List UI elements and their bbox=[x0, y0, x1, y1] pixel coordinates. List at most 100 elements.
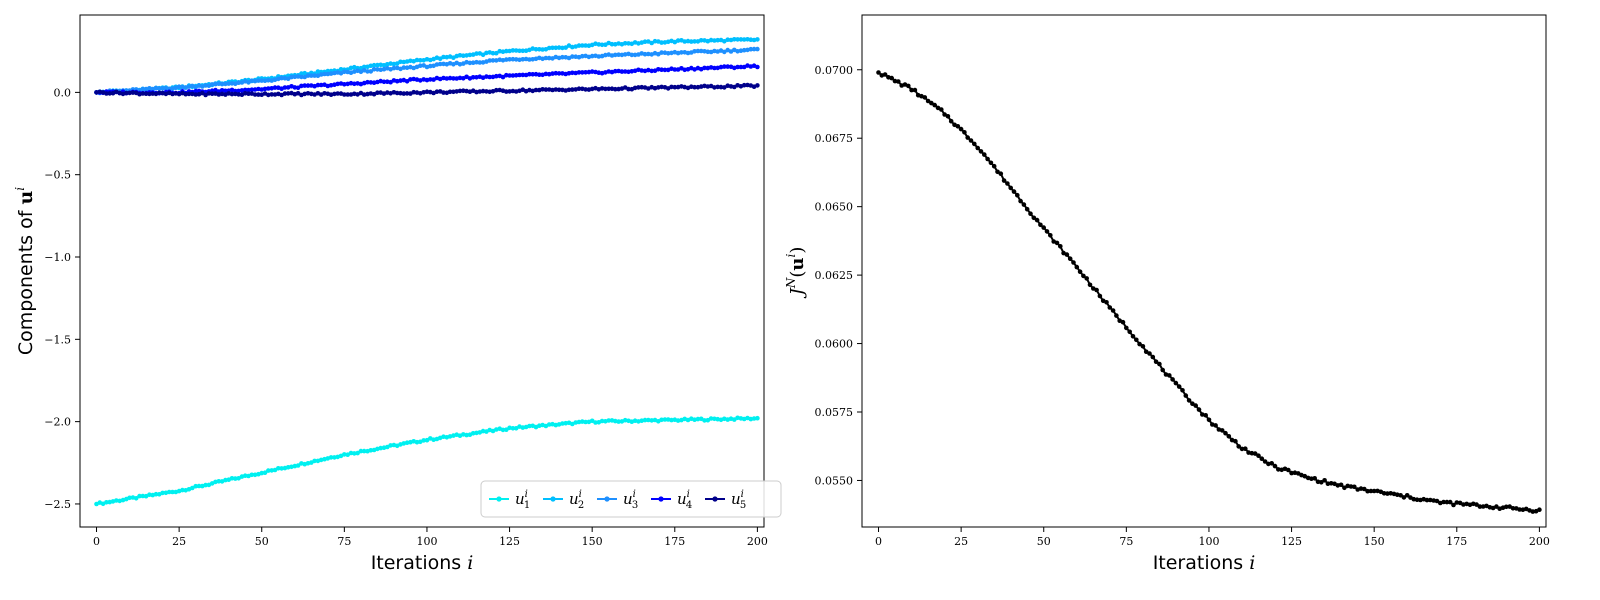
data-point bbox=[160, 490, 165, 496]
data-point bbox=[203, 482, 208, 488]
data-point bbox=[560, 421, 565, 426]
data-point bbox=[1444, 499, 1450, 505]
data-point bbox=[755, 415, 760, 421]
data-point bbox=[613, 52, 618, 58]
data-point bbox=[675, 38, 681, 43]
data-point bbox=[375, 67, 380, 72]
x-tick-label: 50 bbox=[255, 535, 269, 548]
legend-label: ui 2 bbox=[569, 489, 584, 511]
data-point bbox=[616, 52, 621, 57]
data-point bbox=[1414, 497, 1420, 503]
data-point bbox=[652, 38, 658, 44]
data-point bbox=[546, 422, 552, 427]
data-point bbox=[474, 51, 479, 56]
data-point bbox=[1276, 467, 1281, 472]
data-point bbox=[490, 58, 496, 63]
data-point bbox=[133, 496, 139, 501]
data-point bbox=[599, 42, 605, 48]
data-point bbox=[124, 90, 129, 96]
data-point bbox=[1104, 300, 1109, 305]
data-point bbox=[527, 423, 532, 429]
data-point bbox=[646, 417, 651, 423]
data-point bbox=[1071, 260, 1076, 265]
legend-item: ui 3 bbox=[597, 489, 638, 511]
data-point bbox=[170, 489, 175, 495]
data-point bbox=[662, 417, 668, 422]
data-point bbox=[882, 72, 888, 77]
data-point bbox=[1094, 287, 1099, 293]
data-point bbox=[692, 49, 697, 54]
data-point bbox=[371, 67, 377, 72]
data-point bbox=[1038, 222, 1043, 228]
data-point bbox=[889, 75, 894, 81]
data-point bbox=[642, 417, 648, 423]
data-point bbox=[127, 90, 132, 96]
data-point bbox=[546, 55, 552, 61]
data-point bbox=[292, 74, 298, 80]
x-tick-label: 75 bbox=[337, 535, 351, 548]
data-point bbox=[566, 87, 572, 93]
data-point bbox=[606, 86, 611, 92]
data-point bbox=[166, 489, 172, 495]
data-point bbox=[1134, 337, 1139, 343]
data-point bbox=[925, 98, 931, 104]
x-tick-label: 200 bbox=[747, 535, 768, 548]
data-point bbox=[679, 50, 684, 55]
data-point bbox=[355, 450, 360, 456]
data-point bbox=[1365, 488, 1370, 494]
x-tick-label: 175 bbox=[664, 535, 685, 548]
data-point bbox=[312, 73, 317, 78]
data-point bbox=[299, 83, 304, 89]
data-point bbox=[722, 85, 727, 90]
data-point bbox=[672, 67, 678, 72]
x-tick-label: 150 bbox=[582, 535, 603, 548]
data-point bbox=[104, 91, 109, 96]
data-point bbox=[494, 50, 499, 56]
data-point bbox=[1381, 491, 1387, 496]
data-point bbox=[470, 75, 476, 80]
data-point bbox=[1213, 423, 1218, 428]
data-point bbox=[322, 71, 327, 77]
data-point bbox=[418, 63, 423, 68]
data-point bbox=[1008, 185, 1013, 191]
data-point bbox=[741, 47, 747, 53]
data-point bbox=[289, 74, 294, 80]
data-point bbox=[190, 91, 195, 97]
x-tick-label: 200 bbox=[1529, 535, 1550, 548]
data-point bbox=[318, 82, 324, 88]
data-point bbox=[751, 46, 757, 52]
data-point bbox=[1537, 507, 1542, 512]
data-point bbox=[1031, 215, 1037, 221]
data-point bbox=[193, 92, 198, 97]
data-point bbox=[249, 87, 255, 92]
data-point bbox=[708, 416, 714, 421]
data-point bbox=[1236, 444, 1241, 449]
y-axis-label: JN(ui) bbox=[784, 247, 808, 300]
data-point bbox=[738, 37, 744, 42]
data-point bbox=[530, 72, 535, 77]
data-point bbox=[441, 90, 446, 95]
data-point bbox=[1319, 480, 1324, 485]
chart-components: 0 25 50 75 100 125 150 175 200 −2.5 −2.0 −1.5 −1.0 −0… bbox=[13, 14, 782, 574]
data-point bbox=[725, 37, 730, 42]
data-point bbox=[513, 73, 519, 78]
data-point bbox=[266, 92, 271, 98]
data-point bbox=[725, 64, 730, 69]
data-point bbox=[639, 84, 644, 90]
data-point bbox=[553, 45, 559, 51]
data-point bbox=[153, 491, 159, 497]
data-point bbox=[715, 37, 720, 43]
data-point bbox=[140, 493, 146, 499]
chart-cost-function: 0 25 50 75 100 125 150 175 200 0.0550 0.0575 0.0600… bbox=[784, 14, 1550, 574]
data-point bbox=[741, 82, 747, 88]
data-point bbox=[576, 70, 582, 75]
data-point bbox=[1034, 217, 1040, 223]
data-point bbox=[1219, 428, 1225, 433]
data-point bbox=[1173, 380, 1179, 386]
data-point bbox=[1252, 451, 1258, 456]
data-point bbox=[1441, 499, 1446, 505]
data-point bbox=[414, 57, 420, 63]
data-point bbox=[922, 95, 928, 100]
data-point bbox=[560, 45, 565, 51]
data-point bbox=[368, 80, 374, 85]
